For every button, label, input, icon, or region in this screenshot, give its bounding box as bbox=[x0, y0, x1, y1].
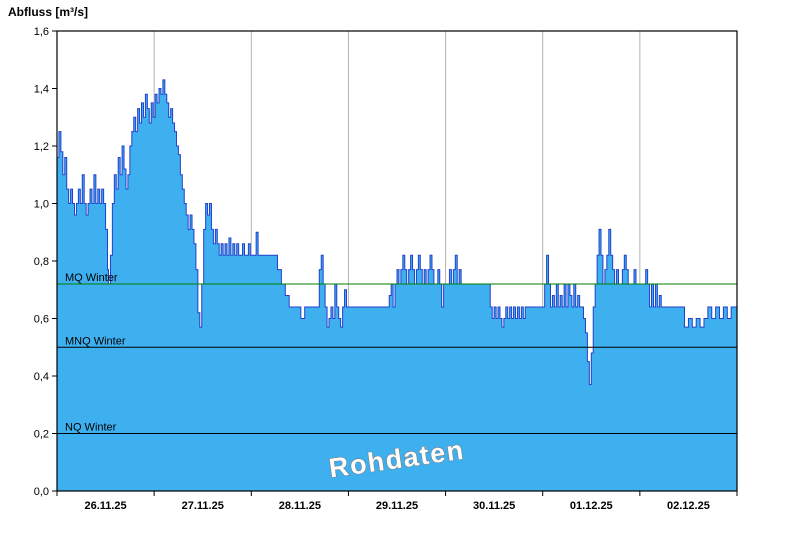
y-tick-label: 1,2 bbox=[34, 141, 49, 153]
x-tick-label: 01.12.25 bbox=[570, 500, 613, 512]
y-tick-label: 0,2 bbox=[34, 429, 49, 441]
x-tick-label: 28.11.25 bbox=[279, 500, 321, 512]
x-tick-label: 26.11.25 bbox=[84, 500, 126, 512]
x-axis: 26.11.25 27.11.25 28.11.25 29.11.25 30.11.25… bbox=[56, 491, 738, 512]
y-tick-label: 1,6 bbox=[34, 26, 49, 38]
y-axis: 0,0 0,2 0,4 0,6 0,8 1,0 1,2 1,4 1,6 bbox=[34, 26, 57, 498]
reference-line-label: MQ Winter bbox=[65, 272, 118, 284]
y-axis-title: Abfluss [m³/s] bbox=[8, 5, 89, 19]
discharge-series bbox=[57, 79, 737, 491]
reference-line-label: MNQ Winter bbox=[65, 335, 126, 347]
area-fill bbox=[57, 79, 737, 491]
y-tick-label: 0,6 bbox=[34, 314, 49, 326]
y-tick-label: 0,8 bbox=[34, 256, 49, 268]
y-tick-label: 1,4 bbox=[34, 84, 49, 96]
y-tick-label: 1,0 bbox=[34, 199, 49, 211]
x-tick-label: 30.11.25 bbox=[473, 500, 515, 512]
x-tick-label: 29.11.25 bbox=[376, 500, 418, 512]
y-tick-label: 0,0 bbox=[34, 486, 49, 498]
x-tick-label: 02.12.25 bbox=[667, 500, 710, 512]
reference-line-label: NQ Winter bbox=[65, 422, 117, 434]
reference-lines: MQ Winter MNQ Winter NQ Winter bbox=[57, 272, 737, 434]
x-tick-label: 27.11.25 bbox=[182, 500, 224, 512]
y-tick-label: 0,4 bbox=[34, 371, 49, 383]
